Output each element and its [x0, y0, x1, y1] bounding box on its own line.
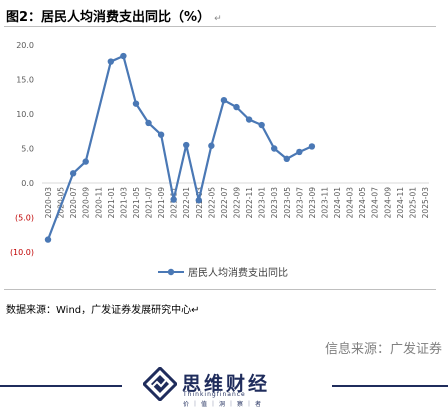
x-tick-label: 2023-11: [320, 187, 329, 219]
x-tick-label: 2021-07: [145, 187, 154, 219]
chart-frame: [4, 26, 436, 290]
x-tick-label: 2020-11: [94, 187, 103, 219]
x-tick-label: 2020-03: [44, 187, 53, 219]
x-tick-label: 2022-11: [245, 187, 254, 219]
data-point: [107, 58, 115, 65]
y-tick-label: 15.0: [16, 76, 34, 85]
data-point: [271, 145, 278, 152]
x-tick-label: 2020-09: [82, 187, 91, 219]
source-watermark: 信息来源：广发证券: [324, 342, 442, 357]
x-tick-label: 2024-11: [396, 187, 405, 219]
data-point: [44, 236, 52, 243]
x-tick-label: 2021-09: [157, 187, 166, 219]
y-tick-label: 0.0: [21, 179, 34, 188]
x-tick-label: 2021-03: [119, 187, 128, 219]
brand-subtitle: Thinkingfinance: [183, 391, 246, 398]
x-tick-label: 2024-01: [333, 187, 342, 219]
data-point: [157, 131, 165, 138]
data-point: [283, 155, 290, 163]
data-point: [145, 119, 152, 127]
x-tick-label: 2021-01: [107, 187, 116, 219]
x-tick-label: 2024-03: [346, 187, 355, 219]
figure-title-wrap: 图2：居民人均消费支出同比（%） ↵: [6, 6, 222, 25]
data-point: [183, 141, 190, 149]
x-tick-label: 2023-01: [258, 187, 267, 219]
x-tick-label: 2022-01: [182, 187, 191, 219]
x-tick-label: 2022-05: [207, 187, 216, 219]
brand-logo-icon: [143, 367, 177, 401]
data-point: [82, 158, 89, 165]
data-point: [258, 121, 265, 129]
data-point: [245, 116, 253, 123]
x-tick-label: 2023-09: [308, 187, 317, 219]
data-point: [233, 103, 240, 111]
x-tick-label: 2021-05: [132, 187, 141, 219]
x-tick-label: 2024-07: [371, 187, 380, 219]
y-tick-label: 5.0: [21, 145, 34, 154]
line-chart: 20.0 15.0 10.0 5.0 0.0 (5.0) (10.0) 2020-03 2020…: [10, 41, 430, 279]
data-point: [120, 52, 127, 60]
source-note: 数据来源：Wind，广发证券发展研究中心↵: [6, 305, 200, 316]
x-tick-label: 2024-09: [383, 187, 392, 219]
data-point: [170, 196, 177, 203]
footer-rule-right: [332, 385, 448, 387]
x-tick-label: 2020-07: [69, 187, 78, 219]
x-tick-label: 2023-07: [295, 187, 304, 219]
figure-title: 图2：居民人均消费支出同比（%）: [6, 10, 211, 25]
y-tick-label: (5.0): [15, 214, 34, 223]
data-point: [132, 100, 140, 107]
data-point: [308, 143, 316, 150]
x-tick-label: 2022-07: [220, 187, 229, 219]
x-tick-label: 2025-03: [421, 187, 430, 219]
x-tick-label: 2024-05: [358, 187, 367, 219]
legend-label: 居民人均消费支出同比: [188, 266, 288, 279]
x-tick-label: 2023-05: [283, 187, 292, 219]
y-tick-label: 20.0: [16, 41, 34, 50]
brand-footer: 思维财经 Thinkingfinance 价｜值｜洞｜察｜者: [0, 364, 448, 412]
data-point: [69, 170, 77, 177]
y-tick-label: 10.0: [16, 110, 34, 119]
data-point: [208, 142, 215, 149]
x-tick-label: 2022-09: [233, 187, 242, 219]
footer-rule-left: [0, 385, 122, 387]
y-tick-label: (10.0): [10, 248, 34, 257]
brand-name: 思维财经: [182, 373, 271, 395]
legend-marker: [167, 268, 175, 276]
data-point: [220, 97, 228, 104]
x-tick-label: 2023-03: [270, 187, 279, 219]
data-point: [296, 148, 303, 156]
x-tick-label: 2025-01: [408, 187, 417, 219]
title-return-mark: ↵: [214, 14, 222, 24]
data-point: [195, 197, 202, 204]
brand-tagline: 价｜值｜洞｜察｜者: [183, 401, 265, 408]
